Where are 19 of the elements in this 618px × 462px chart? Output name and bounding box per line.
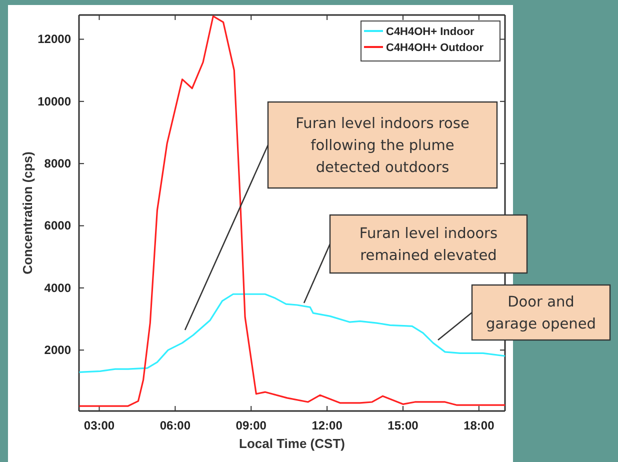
x-tick-label: 06:00 <box>160 418 191 433</box>
y-tick-label: 12000 <box>38 32 72 46</box>
annotation: Door and garage opened <box>486 294 596 332</box>
annotation: Furan level indoors remained elevated <box>359 226 498 264</box>
y-tick-label: 2000 <box>44 342 72 357</box>
x-tick-label: 03:00 <box>84 418 115 433</box>
y-axis-title: Concentration (cps) <box>20 152 35 274</box>
y-tick-label: 10000 <box>38 94 72 108</box>
x-tick-label: 18:00 <box>464 418 495 433</box>
x-axis-title: Local Time (CST) <box>239 436 345 451</box>
x-tick-label: 09:00 <box>236 418 267 433</box>
annotation: Furan level indoors rose following the plume detected outdoors <box>296 116 470 176</box>
legend-label: C4H4OH+ Outdoor <box>386 42 484 54</box>
y-tick-label: 8000 <box>44 156 72 170</box>
legend-label: C4H4OH+ Indoor <box>386 26 476 38</box>
x-tick-label: 15:00 <box>388 418 419 433</box>
y-tick-label: 4000 <box>44 280 72 295</box>
y-tick-label: 6000 <box>44 218 72 233</box>
x-tick-label: 12:00 <box>312 418 343 433</box>
